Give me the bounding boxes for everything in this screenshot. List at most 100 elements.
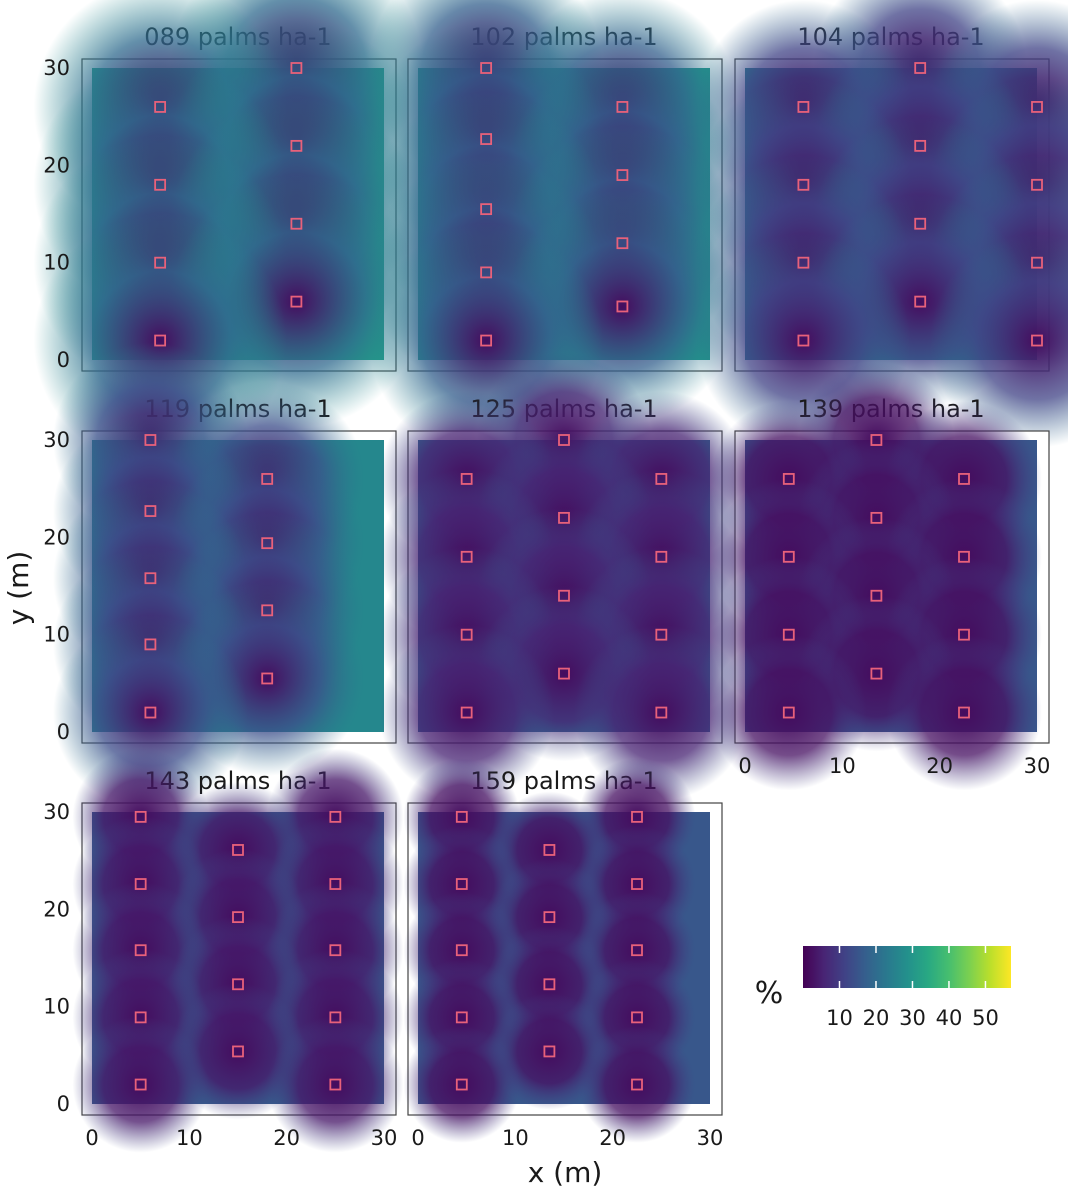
palm-marker — [631, 1011, 643, 1024]
palm-marker — [797, 256, 810, 269]
y-tick-label: 30 — [43, 800, 70, 824]
palm-marker — [543, 1045, 556, 1058]
palm-marker — [958, 706, 970, 719]
y-tick-label: 10 — [43, 995, 70, 1019]
palm-marker — [797, 101, 810, 113]
palm-marker — [543, 844, 556, 856]
palm-marker — [455, 878, 468, 890]
crown-shade — [491, 993, 608, 1110]
palm-marker — [655, 706, 668, 719]
palm-marker — [631, 878, 643, 890]
palm-marker — [914, 62, 927, 74]
palm-marker — [154, 256, 167, 269]
palm-marker — [134, 944, 147, 957]
y-axis-title: y (m) — [2, 551, 35, 626]
palm-marker — [290, 295, 303, 308]
crown-shade — [72, 1016, 209, 1153]
colorbar-tick-label: 20 — [863, 1006, 890, 1030]
x-tick-label: 30 — [1024, 754, 1051, 778]
panel: 089 palms ha-1 — [33, 0, 423, 468]
palm-marker — [329, 878, 342, 890]
palm-marker — [290, 139, 303, 152]
palm-marker — [455, 810, 468, 823]
palm-marker — [782, 550, 795, 563]
palm-marker — [1031, 101, 1043, 113]
palm-marker — [144, 505, 157, 517]
palm-marker — [134, 878, 147, 890]
palm-marker — [329, 944, 342, 957]
axes: 0 10 20 30 0 10 20 30 0 10 20 30 0 10 20 30 0 10 20 30 0 10 20… — [43, 56, 1050, 1150]
palm-marker — [914, 217, 927, 230]
panel: 125 palms ha-1 — [379, 352, 749, 801]
palm-marker — [1031, 334, 1043, 347]
y-tick-label: 20 — [43, 897, 70, 921]
x-tick-label: 30 — [697, 1126, 724, 1150]
palm-marker — [558, 589, 570, 602]
crown-shade — [578, 1026, 696, 1143]
palm-marker — [797, 178, 810, 191]
palm-marker — [558, 511, 570, 524]
palm-marker — [290, 62, 303, 74]
palm-marker — [460, 706, 473, 719]
crown-shade — [403, 1026, 521, 1143]
palm-marker — [870, 511, 883, 524]
crown-shade — [886, 634, 1042, 791]
palm-marker — [958, 628, 970, 641]
crown-shade — [573, 624, 749, 801]
x-tick-label: 30 — [371, 1126, 398, 1150]
colorbar-gradient — [803, 946, 1011, 988]
palm-marker — [782, 473, 795, 485]
palm-marker — [631, 1078, 643, 1091]
palm-marker — [631, 810, 643, 823]
x-tick-label: 10 — [502, 1126, 529, 1150]
palm-marker — [1031, 178, 1043, 191]
palm-marker — [655, 628, 668, 641]
palm-marker — [232, 844, 244, 856]
panel: 119 palms ha-1 — [53, 342, 397, 810]
colorbar-tick-label: 30 — [899, 1006, 926, 1030]
crown-shade — [710, 634, 867, 791]
palm-marker — [616, 300, 629, 313]
palm-marker — [631, 944, 643, 957]
palm-marker — [543, 911, 556, 924]
palm-marker — [261, 672, 274, 685]
palm-marker — [455, 944, 468, 957]
palm-marker — [261, 473, 274, 485]
palm-marker — [558, 434, 570, 446]
y-tick-label: 10 — [43, 623, 70, 647]
x-tick-label: 20 — [273, 1126, 300, 1150]
y-tick-label: 0 — [57, 720, 70, 744]
palm-marker — [958, 550, 970, 563]
crown-shade — [267, 1016, 404, 1153]
palm-marker — [134, 810, 147, 823]
palm-marker — [154, 101, 167, 113]
y-tick-label: 20 — [43, 153, 70, 177]
panel: 104 palms ha-1 — [696, 0, 1068, 448]
palm-marker — [134, 1011, 147, 1024]
palm-marker — [1031, 256, 1043, 269]
y-tick-label: 0 — [57, 1092, 70, 1116]
palm-marker — [460, 550, 473, 563]
y-tick-label: 30 — [43, 56, 70, 80]
palm-marker — [480, 133, 493, 145]
palm-marker — [914, 295, 927, 308]
x-tick-label: 20 — [599, 1126, 626, 1150]
x-axis-title: x (m) — [528, 1156, 603, 1189]
palm-marker — [261, 604, 274, 617]
palm-marker — [290, 217, 303, 230]
palm-marker — [460, 628, 473, 641]
palm-marker — [480, 334, 493, 347]
palm-marker — [455, 1078, 468, 1091]
colorbar-tick-label: 50 — [972, 1006, 999, 1030]
panels: 089 palms ha-1102 palms ha-1104 palms ha… — [33, 0, 1068, 1153]
y-tick-label: 20 — [43, 525, 70, 549]
palm-marker — [782, 706, 795, 719]
colorbar-tick-label: 10 — [826, 1006, 853, 1030]
palm-marker — [232, 1045, 244, 1058]
palm-marker — [480, 203, 493, 216]
x-tick-label: 0 — [85, 1126, 98, 1150]
palm-marker — [797, 334, 810, 347]
crown-shade — [379, 624, 555, 801]
x-tick-label: 0 — [738, 754, 751, 778]
palm-marker — [144, 434, 157, 446]
